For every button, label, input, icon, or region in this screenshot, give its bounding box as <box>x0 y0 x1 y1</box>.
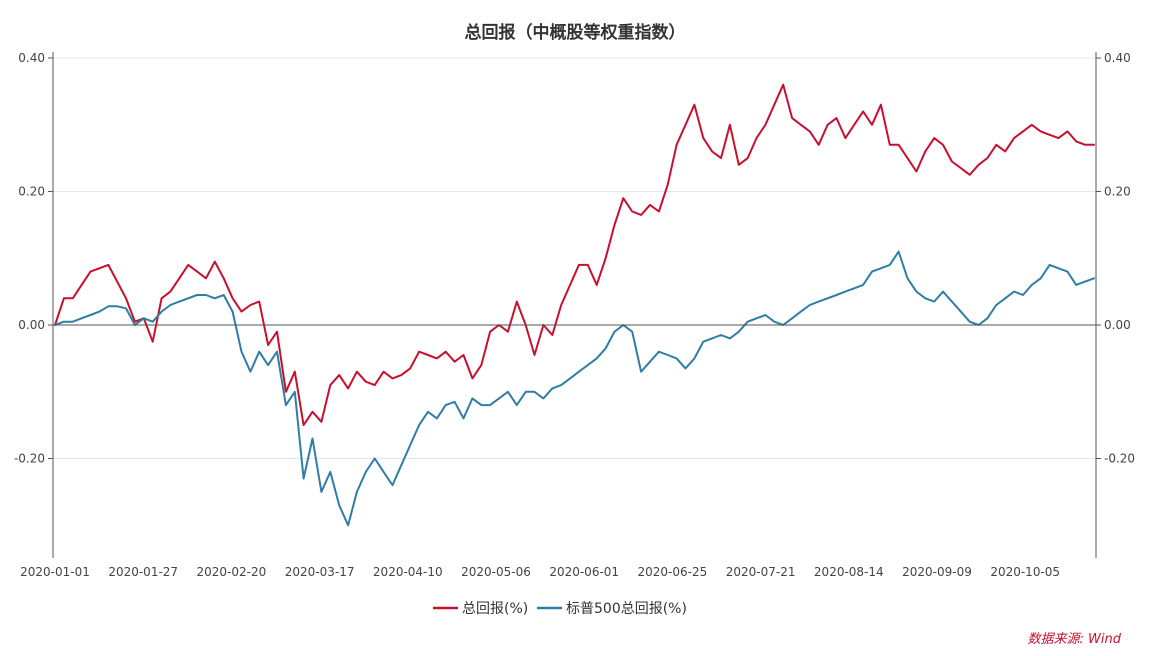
x-tick-label: 2020-01-01 <box>20 565 90 579</box>
x-tick-label: 2020-03-17 <box>285 565 355 579</box>
x-tick-label: 2020-06-25 <box>638 565 708 579</box>
series-line-total-return <box>54 83 1095 427</box>
source-note: 数据来源: Wind <box>1027 632 1121 647</box>
legend: 总回报(%) 标普500总回报(%) <box>433 601 687 617</box>
x-tick-label: 2020-07-21 <box>726 565 796 579</box>
x-tick-label: 2020-01-27 <box>108 565 178 579</box>
x-tick-label: 2020-09-09 <box>902 565 972 579</box>
x-tick-label: 2020-06-01 <box>549 565 619 579</box>
y-tick-label-left: 0.40 <box>18 51 45 65</box>
x-tick-label: 2020-10-05 <box>990 565 1060 579</box>
legend-item-total-return[interactable]: 总回报(%) <box>433 601 528 617</box>
x-tick-label: 2020-05-06 <box>461 565 531 579</box>
axes <box>52 52 1097 558</box>
legend-label-total-return: 总回报(%) <box>462 601 528 617</box>
y-tick-label-right: 0.40 <box>1104 51 1131 65</box>
y-tick-label-left: 0.00 <box>18 318 45 332</box>
y-tick-label-right: -0.20 <box>1104 452 1135 466</box>
legend-label-sp500-return: 标普500总回报(%) <box>566 601 687 617</box>
y-tick-label-left: -0.20 <box>14 452 45 466</box>
grid-lines <box>53 57 1096 459</box>
y-ticks-left: 0.40 0.20 0.00 -0.20 <box>14 51 53 466</box>
y-tick-label-right: 0.20 <box>1104 185 1131 199</box>
x-ticks: 2020-01-01 2020-01-27 2020-02-20 2020-03-17… <box>20 565 1060 579</box>
y-tick-label-right: 0.00 <box>1104 318 1131 332</box>
y-ticks-right: 0.40 0.20 0.00 -0.20 <box>1096 51 1135 466</box>
chart-title: 总回报（中概股等权重指数） <box>465 22 686 43</box>
y-tick-label-left: 0.20 <box>18 185 45 199</box>
x-tick-label: 2020-04-10 <box>373 565 443 579</box>
x-tick-label: 2020-02-20 <box>197 565 267 579</box>
series-line-sp500-return <box>54 250 1095 527</box>
series-lines <box>54 83 1095 527</box>
legend-item-sp500-return[interactable]: 标普500总回报(%) <box>537 601 687 617</box>
x-tick-label: 2020-08-14 <box>814 565 884 579</box>
